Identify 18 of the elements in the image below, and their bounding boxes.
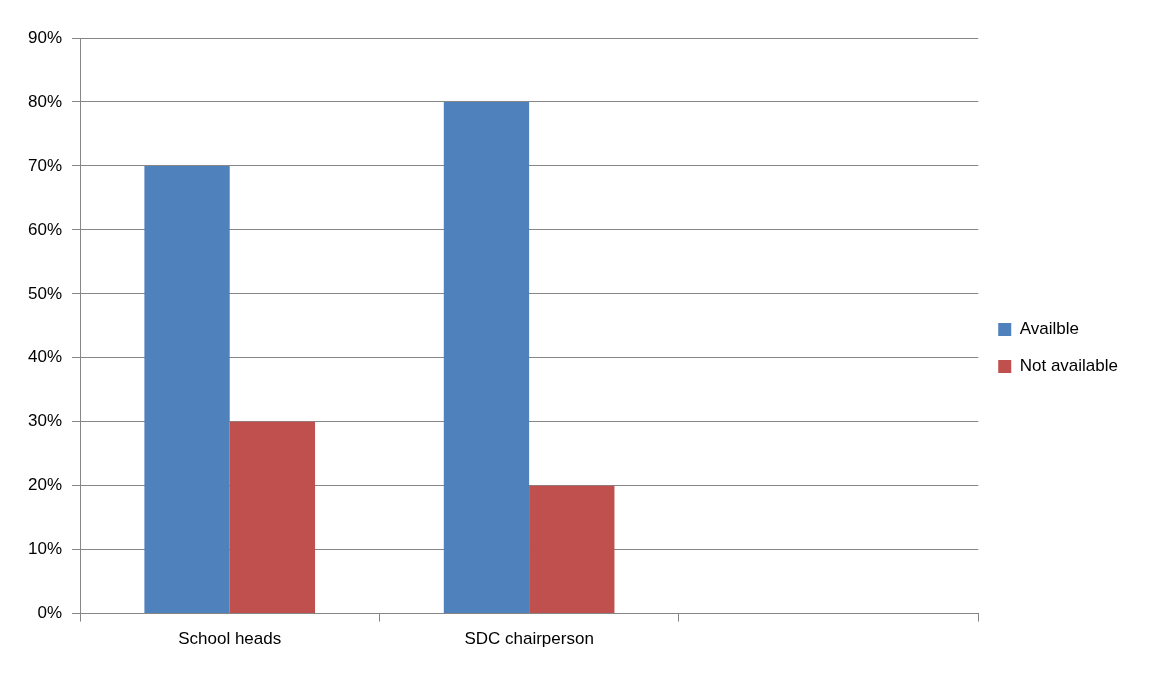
- bar: [443, 101, 530, 614]
- y-tick-label: 30%: [27, 411, 63, 431]
- y-tick-label: 10%: [27, 539, 63, 559]
- x-tick-label: SDC chairperson: [464, 629, 594, 649]
- bar: [529, 485, 615, 614]
- legend-label: Availble: [1019, 319, 1079, 339]
- y-tick-label: 40%: [27, 347, 63, 367]
- y-tick-label: 70%: [27, 155, 63, 175]
- bar: [144, 165, 230, 614]
- x-tick-label: School heads: [178, 629, 282, 649]
- legend-label: Not available: [1019, 356, 1118, 376]
- y-tick-label: 60%: [27, 219, 63, 239]
- y-tick-label: 90%: [27, 27, 63, 47]
- y-tick-label: 50%: [27, 283, 63, 303]
- y-tick-label: 80%: [27, 91, 63, 111]
- y-tick-label: 20%: [27, 475, 63, 495]
- y-tick-label: 0%: [37, 603, 63, 623]
- bar: [229, 421, 316, 614]
